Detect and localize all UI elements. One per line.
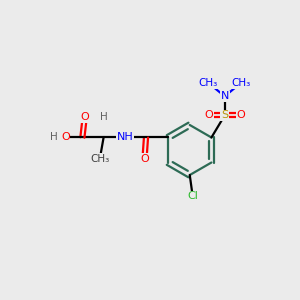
Text: CH₃: CH₃: [90, 154, 110, 164]
Text: O: O: [61, 133, 70, 142]
Text: Cl: Cl: [187, 191, 198, 201]
Text: N: N: [220, 91, 229, 101]
Text: O: O: [140, 154, 149, 164]
Text: O: O: [204, 110, 213, 120]
Text: CH₃: CH₃: [231, 78, 250, 88]
Text: O: O: [236, 110, 245, 120]
Text: O: O: [80, 112, 89, 122]
Text: H: H: [50, 133, 58, 142]
Text: CH₃: CH₃: [199, 78, 218, 88]
Text: S: S: [221, 110, 228, 120]
Text: NH: NH: [116, 133, 133, 142]
Text: H: H: [100, 112, 107, 122]
